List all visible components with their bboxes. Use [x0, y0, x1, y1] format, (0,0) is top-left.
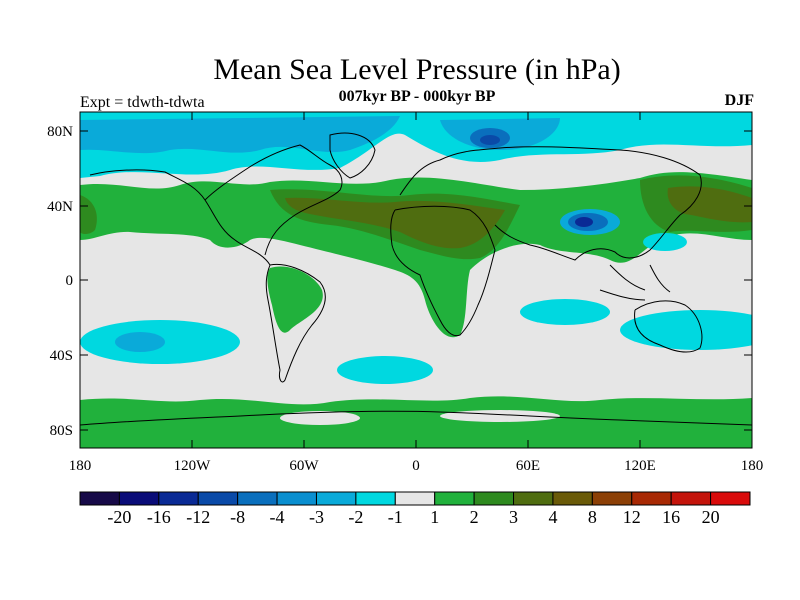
- colorbar-swatch: [118, 491, 160, 506]
- colorbar-label: -3: [308, 507, 324, 527]
- coastlines: [80, 132, 752, 426]
- colorbar-swatch: [237, 491, 278, 506]
- colorbar-label: 12: [622, 507, 641, 527]
- colorbar-label: 2: [469, 507, 479, 527]
- coastline-europe-asia: [399, 146, 702, 261]
- indian-ocean-negative: [520, 299, 610, 325]
- lon-label-180w: 180: [69, 458, 92, 474]
- lon-label-60w: 60W: [289, 458, 319, 474]
- colorbar-swatch: [197, 491, 239, 506]
- coastline-asia-islands: [599, 264, 671, 301]
- colorbar-swatch: [394, 491, 436, 506]
- colorbar-swatch: [158, 491, 199, 506]
- lat-label-40s: 40S: [50, 348, 73, 364]
- colorbar-swatch: [473, 491, 515, 506]
- colorbar-label: 1: [430, 507, 440, 527]
- colorbar-swatch: [552, 491, 593, 506]
- colorbar-label: -20: [107, 507, 132, 527]
- south-america-positive: [267, 266, 323, 333]
- lon-label-180e: 180: [741, 458, 764, 474]
- australia-negative: [620, 310, 752, 350]
- coastline-australia: [634, 300, 703, 353]
- colorbar-label: 3: [509, 507, 519, 527]
- lon-label-120e: 120E: [624, 458, 656, 474]
- colorbar-swatch: [513, 491, 554, 506]
- arctic-anomaly-core: [80, 116, 400, 154]
- coastline-antarctica: [80, 410, 752, 426]
- colorbar-label: -12: [186, 507, 211, 527]
- south-band-positive: [80, 396, 752, 448]
- colorbar-swatch: [434, 491, 475, 506]
- colorbar-swatch: [710, 491, 751, 506]
- lat-label-0: 0: [66, 273, 74, 289]
- colorbar-swatch: [276, 491, 317, 506]
- lat-label-80n: 80N: [47, 124, 73, 140]
- lon-label-60e: 60E: [516, 458, 540, 474]
- coastline-south-america: [265, 263, 326, 383]
- coastline-greenland: [329, 132, 376, 179]
- southern-ocean-neutral: [280, 411, 360, 425]
- colorbar-label: -4: [269, 507, 285, 527]
- colorbar-swatch: [79, 491, 120, 506]
- colorbar-label: -16: [146, 507, 171, 527]
- southern-ocean-neutral: [440, 410, 560, 422]
- colorbar-label: -2: [348, 507, 364, 527]
- coastline-north-america: [89, 144, 343, 266]
- map-title: Mean Sea Level Pressure (in hPa): [213, 53, 621, 86]
- siberia-low-core: [480, 135, 500, 145]
- colorbar-swatch: [355, 491, 396, 506]
- colorbar-swatch: [670, 491, 712, 506]
- colorbar-label: 20: [701, 507, 720, 527]
- lat-label-80s: 80S: [50, 423, 73, 439]
- colorbar-label: -8: [230, 507, 246, 527]
- lon-label-0: 0: [412, 458, 420, 474]
- north-band-stronger: [80, 195, 97, 235]
- axis-ticks: [79, 112, 753, 448]
- south-pacific-negative-core: [115, 332, 165, 352]
- west-pacific-negative: [643, 233, 687, 251]
- colorbar-label: 4: [548, 507, 558, 527]
- colorbar-swatch: [315, 491, 357, 506]
- lat-labels: 80N 40N 0 40S 80S: [47, 124, 73, 439]
- tibet-low-core: [575, 217, 593, 227]
- coastline-africa: [390, 205, 496, 337]
- lon-labels: 180 120W 60W 0 60E 120E 180: [69, 458, 764, 474]
- map-subtitle: 007kyr BP - 000kyr BP: [338, 88, 496, 105]
- lat-label-40n: 40N: [47, 199, 73, 215]
- season-label: DJF: [724, 92, 754, 109]
- map-field: [80, 112, 752, 448]
- experiment-label: Expt = tdwth-tdwta: [80, 94, 205, 111]
- north-band-strong: [285, 197, 505, 249]
- colorbar-label: -1: [387, 507, 403, 527]
- colorbar-label: 16: [662, 507, 681, 527]
- colorbar-label: 8: [587, 507, 597, 527]
- north-band-strong: [667, 186, 752, 223]
- colorbar-swatch: [631, 491, 672, 506]
- colorbar-swatch: [591, 491, 633, 506]
- south-atlantic-negative: [337, 356, 433, 384]
- colorbar: [79, 491, 751, 506]
- lon-label-120w: 120W: [174, 458, 212, 474]
